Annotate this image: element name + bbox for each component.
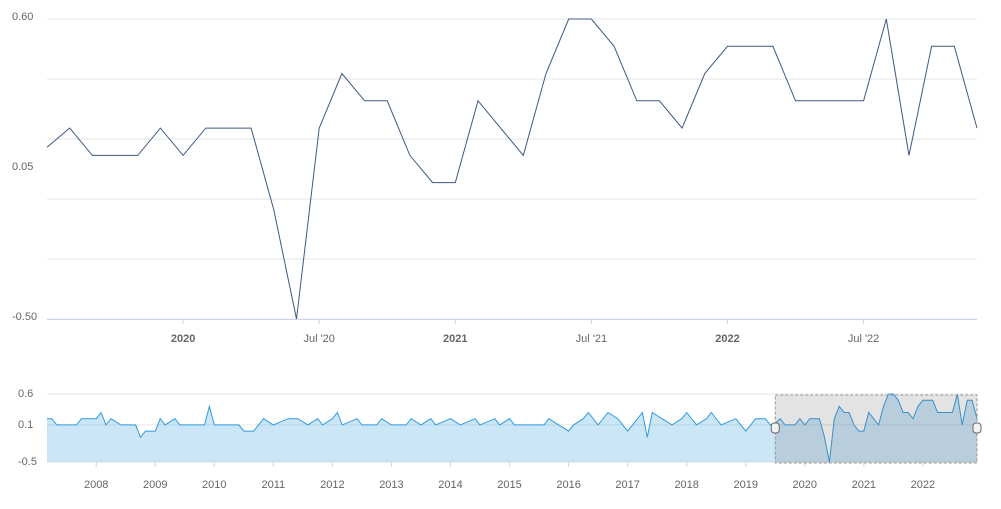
x-tick-label: 2022 [715, 333, 739, 345]
x-tick-label: Jul '22 [848, 333, 879, 345]
x-tick-label: 2015 [497, 479, 521, 491]
x-tick-label: 2014 [438, 479, 462, 491]
x-tick-label: 2021 [443, 333, 467, 345]
x-tick-label: 2009 [143, 479, 167, 491]
x-tick-label: 2021 [852, 479, 876, 491]
data-line [46, 18, 978, 320]
navigator-handle[interactable] [770, 422, 780, 434]
x-tick-label: 2016 [556, 479, 580, 491]
x-tick-label: 2018 [674, 479, 698, 491]
y-tick-label: -0.5 [18, 456, 37, 468]
x-tick-label: 2020 [171, 333, 195, 345]
x-tick-label: 2011 [262, 479, 286, 491]
y-tick-label: 0.1 [18, 419, 33, 431]
x-tick-label: Jul '20 [303, 333, 334, 345]
x-tick-label: 2008 [84, 479, 108, 491]
area-line [47, 393, 978, 463]
x-tick-label: 2013 [379, 479, 403, 491]
area-fill [47, 394, 977, 462]
y-tick-label: 0.05 [12, 161, 33, 173]
y-tick-label: 0.60 [12, 11, 33, 23]
navigator-window [774, 394, 978, 464]
y-tick-label: -0.50 [12, 311, 37, 323]
x-tick-label: 2012 [320, 479, 344, 491]
x-tick-label: 2017 [615, 479, 639, 491]
x-tick-label: 2022 [911, 479, 935, 491]
x-tick-label: 2019 [733, 479, 757, 491]
x-tick-label: Jul '21 [576, 333, 607, 345]
x-tick-label: 2010 [202, 479, 226, 491]
x-tick-label: 2020 [793, 479, 817, 491]
navigator-handle[interactable] [972, 422, 982, 434]
y-tick-label: 0.6 [18, 388, 33, 400]
